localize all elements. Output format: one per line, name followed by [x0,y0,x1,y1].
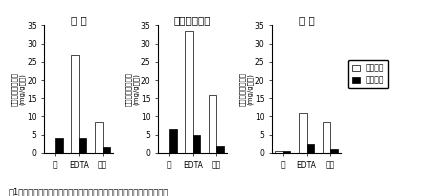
Title: ふ じ: ふ じ [299,15,315,25]
Title: 紅 玉: 紅 玉 [71,15,87,25]
Bar [193,135,200,153]
Bar [330,149,338,153]
Legend: 健全樹皮, り病樹皮: 健全樹皮, り病樹皮 [348,60,388,88]
Bar [299,113,307,153]
Bar [55,138,62,153]
Y-axis label: ガラクチュロン酸
(mg/g乾物): ガラクチュロン酸 (mg/g乾物) [12,72,26,106]
Bar [95,122,103,153]
Y-axis label: ガラクチュロン酸
(mg/g乾物): ガラクチュロン酸 (mg/g乾物) [239,72,253,106]
Bar [323,122,330,153]
Bar [283,151,291,153]
Bar [169,129,177,153]
Bar [209,95,217,153]
Bar [307,144,314,153]
Y-axis label: ガラクチュロン酸
(mg/g乾物): ガラクチュロン酸 (mg/g乾物) [125,72,140,106]
Text: 図1　腐らん病病斑及び健全樹皮から各種溶媒に抽出されるペクチン量: 図1 腐らん病病斑及び健全樹皮から各種溶媒に抽出されるペクチン量 [9,187,169,196]
Bar [79,138,86,153]
Bar [275,151,283,153]
Bar [185,31,193,153]
Bar [71,55,79,153]
Bar [103,147,110,153]
Bar [217,146,224,153]
Title: スターキング: スターキング [174,15,211,25]
